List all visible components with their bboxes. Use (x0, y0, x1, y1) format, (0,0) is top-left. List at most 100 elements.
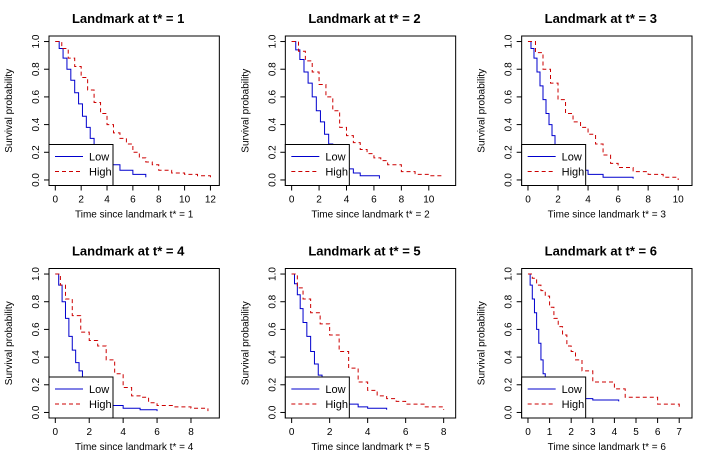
x-tick-label: 6 (371, 195, 377, 206)
survival-curve-high (527, 41, 679, 180)
y-axis-label: Survival probability (4, 69, 15, 153)
legend-label-low: Low (562, 384, 582, 396)
y-tick-label: 0.4 (504, 117, 515, 131)
survival-curve-high (527, 273, 680, 410)
x-tick-label: 10 (673, 195, 685, 206)
legend-box (284, 376, 350, 419)
x-tick-label: 6 (615, 195, 621, 206)
x-tick-label: 2 (568, 427, 574, 438)
x-tick-label: 0 (525, 195, 531, 206)
y-tick-label: 0.0 (504, 173, 515, 187)
legend-box (284, 144, 350, 186)
y-tick-label: 1.0 (31, 267, 42, 281)
x-tick-label: 8 (441, 427, 447, 438)
y-tick-label: 1.0 (504, 267, 515, 281)
chart-panel-5: Landmark at t* = 5 0 2 4 6 8 0.0 0.2 0.4 0.6 0.8 1.… (240, 244, 457, 453)
y-tick-label: 0.6 (267, 90, 278, 104)
x-tick-label: 4 (120, 427, 126, 438)
x-tick-label: 12 (205, 195, 217, 206)
x-tick-label: 4 (344, 195, 350, 206)
y-axis-label: Survival probability (477, 69, 488, 153)
x-tick-label: 0 (289, 427, 295, 438)
legend-box (521, 144, 587, 186)
y-tick-label: 0.4 (31, 117, 42, 131)
x-tick-label: 0 (289, 195, 295, 206)
y-tick-label: 0.4 (31, 350, 42, 364)
y-tick-label: 0.8 (504, 294, 515, 308)
x-axis-label: Time since landmark t* = 6 (548, 442, 667, 453)
x-tick-label: 4 (104, 195, 110, 206)
legend-label-low: Low (562, 152, 582, 164)
y-axis-label: Survival probability (240, 301, 251, 385)
plot-frame (48, 268, 220, 419)
legend-label-high: High (89, 167, 112, 179)
legend-label-low: Low (89, 152, 109, 164)
y-tick-label: 0.0 (504, 405, 515, 419)
y-tick-label: 0.2 (31, 145, 42, 159)
survival-curve-high (291, 41, 444, 178)
chart-title: Landmark at t* = 2 (308, 11, 420, 26)
plot-frame (48, 35, 220, 186)
chart-title: Landmark at t* = 6 (545, 244, 657, 259)
x-tick-label: 2 (316, 195, 322, 206)
legend-label-low: Low (325, 384, 345, 396)
x-tick-label: 1 (547, 427, 553, 438)
y-axis-label: Survival probability (240, 69, 251, 153)
y-tick-label: 0.8 (267, 294, 278, 308)
y-tick-label: 1.0 (31, 34, 42, 48)
y-tick-label: 0.8 (504, 62, 515, 76)
x-tick-label: 2 (86, 427, 92, 438)
chart-panel-2: Landmark at t* = 2 0 2 4 6 8 10 0.0 0.2 0.4 0.6 0.8… (240, 11, 457, 221)
y-tick-label: 0.8 (31, 62, 42, 76)
x-tick-label: 0 (525, 427, 531, 438)
y-tick-label: 0.2 (504, 145, 515, 159)
y-tick-label: 0.0 (267, 405, 278, 419)
y-tick-label: 0.0 (31, 173, 42, 187)
x-tick-label: 4 (365, 427, 371, 438)
y-tick-label: 0.2 (267, 377, 278, 391)
survival-curve-low (291, 273, 388, 410)
survival-curve-high (291, 273, 445, 410)
legend-label-low: Low (89, 384, 109, 396)
x-tick-label: 7 (676, 427, 682, 438)
x-tick-label: 0 (53, 427, 59, 438)
y-tick-label: 0.2 (267, 145, 278, 159)
y-tick-label: 0.2 (31, 377, 42, 391)
x-tick-label: 2 (327, 427, 333, 438)
y-tick-label: 0.8 (267, 62, 278, 76)
chart-title: Landmark at t* = 3 (545, 11, 657, 26)
y-tick-label: 0.0 (31, 405, 42, 419)
chart-title: Landmark at t* = 1 (72, 11, 184, 26)
y-tick-label: 0.6 (504, 322, 515, 336)
x-tick-label: 0 (53, 195, 59, 206)
legend: Low High (284, 376, 350, 419)
x-tick-label: 8 (156, 195, 162, 206)
chart-panel-4: Landmark at t* = 4 0 2 4 6 8 0.0 0.2 0.4 0.6 0.8 1.… (4, 244, 220, 453)
survival-curve-high (55, 41, 211, 178)
x-axis-label: Time since landmark t* = 4 (75, 442, 194, 453)
x-tick-label: 5 (633, 427, 639, 438)
legend-label-high: High (89, 399, 112, 411)
legend: Low High (521, 144, 587, 186)
y-tick-label: 0.4 (504, 350, 515, 364)
chart-panel-3: Landmark at t* = 3 0 2 4 6 8 10 0.0 0.2 0.4 0.6 0.8… (477, 11, 693, 221)
x-axis-label: Time since landmark t* = 3 (548, 210, 667, 221)
chart-panel-1: Landmark at t* = 1 0 2 4 6 8 10 12 0.0 0.2 0.4 0.6 0… (4, 11, 220, 221)
legend-label-high: High (325, 167, 348, 179)
y-tick-label: 0.0 (267, 173, 278, 187)
y-tick-label: 0.6 (504, 90, 515, 104)
x-tick-label: 8 (645, 195, 651, 206)
x-axis-label: Time since landmark t* = 1 (75, 210, 194, 221)
plot-frame (521, 268, 693, 419)
x-tick-label: 6 (130, 195, 136, 206)
y-tick-label: 0.6 (267, 322, 278, 336)
legend-box (521, 376, 587, 419)
x-tick-label: 2 (555, 195, 561, 206)
y-tick-label: 0.4 (267, 117, 278, 131)
chart-panel-6: Landmark at t* = 6 0 1 2 3 4 5 6 7 0.0 0.2 0.4 0.6 0.… (477, 244, 693, 453)
legend-label-low: Low (325, 152, 345, 164)
x-tick-label: 8 (188, 427, 194, 438)
y-tick-label: 0.2 (504, 377, 515, 391)
legend: Low High (284, 144, 350, 186)
legend-box (48, 144, 114, 186)
